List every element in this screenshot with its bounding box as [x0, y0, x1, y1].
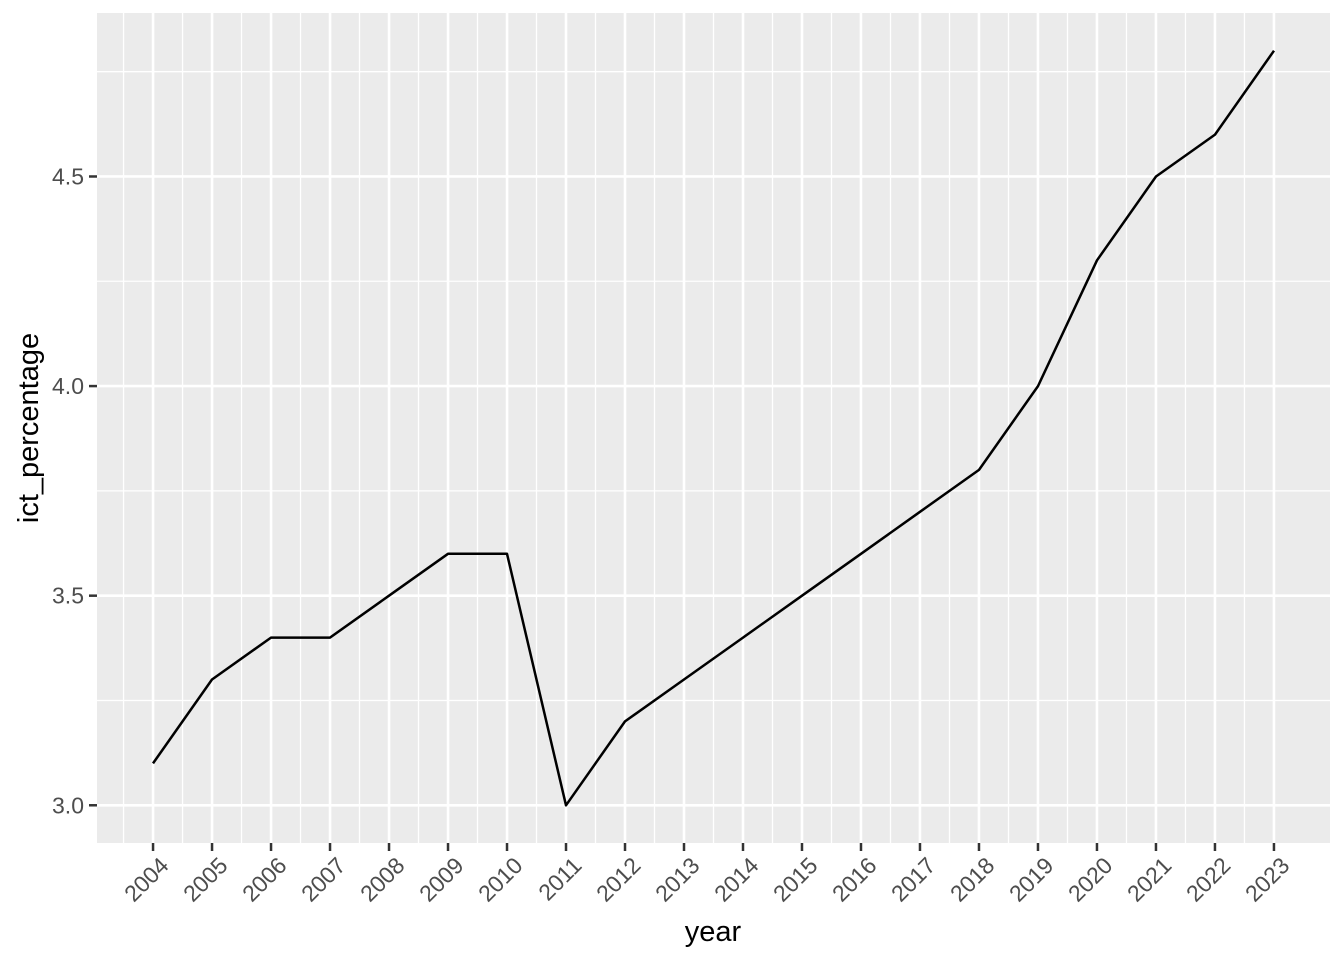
x-tick-label: 2007: [296, 852, 351, 907]
x-tick-label: 2006: [237, 852, 292, 907]
x-tick-label: 2014: [709, 852, 764, 907]
y-axis-title: ict_percentage: [13, 333, 45, 523]
x-tick-label: 2008: [355, 852, 410, 907]
x-tick-label: 2017: [886, 852, 941, 907]
x-tick-label: 2019: [1004, 852, 1059, 907]
x-tick-label: 2004: [119, 852, 174, 907]
x-tick-label: 2016: [827, 852, 882, 907]
x-axis-title: year: [685, 916, 742, 948]
x-tick-label: 2020: [1063, 852, 1118, 907]
x-tick-label: 2023: [1240, 852, 1295, 907]
x-tick-label: 2018: [945, 852, 1000, 907]
x-tick-label: 2022: [1181, 852, 1236, 907]
x-tick-label: 2012: [591, 852, 646, 907]
x-tick-label: 2011: [533, 852, 586, 905]
x-tick-label: 2015: [768, 852, 823, 907]
data-line: [151, 49, 1276, 807]
chart-layers: 2004 2005 2006 2007 2008 2009 2010 2011 2012 2013…: [52, 13, 1330, 907]
y-tick-label: 4.5: [52, 163, 84, 189]
y-tick-label: 3.0: [52, 792, 84, 818]
x-tick-label: 2009: [414, 852, 469, 907]
x-tick-label: 2021: [1122, 852, 1177, 907]
y-tick-label: 3.5: [52, 583, 84, 609]
x-tick-label: 2005: [178, 852, 233, 907]
y-tick-label: 4.0: [52, 373, 84, 399]
x-tick-label: 2013: [650, 852, 705, 907]
x-tick-label: 2010: [473, 852, 528, 907]
